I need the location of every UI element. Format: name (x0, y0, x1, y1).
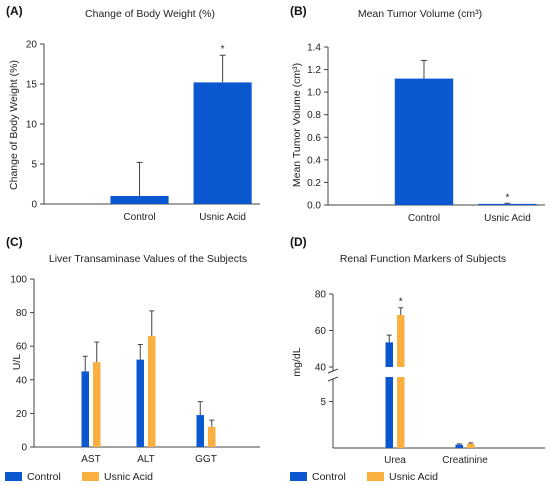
panel-c-xtick-label: GGT (195, 454, 217, 465)
panel-c-bar (93, 362, 101, 447)
panel-c-ytick-label: 0 (21, 443, 27, 454)
panel-c-error-bar (149, 310, 155, 337)
panel-d-xtick-label: Urea (384, 455, 406, 466)
panel-c-label: (C) (6, 235, 23, 249)
panel-d-error-bar (386, 334, 392, 343)
panel-b-label: (B) (290, 4, 307, 18)
panel-d-ytick-label: 5 (320, 397, 326, 408)
panel-c-ytick-label: 20 (16, 409, 28, 420)
panel-d-axis-break-mark (327, 368, 339, 382)
panel-b-error-bar (504, 202, 511, 204)
legend-swatch-usnic-acid (82, 472, 99, 481)
legend-label-control: Control (27, 471, 61, 483)
legend-label-usnic-acid: Usnic Acid (389, 471, 438, 483)
panel-c-error-bar (197, 401, 203, 416)
panel-d-ytick-label: 80 (315, 290, 327, 301)
legend-swatch-usnic-acid (367, 472, 384, 481)
panel-d-label: (D) (290, 235, 307, 249)
panel-c-legend: Control Usnic Acid (5, 471, 153, 483)
panel-c-error-bar (94, 341, 100, 363)
panel-a-ytick-label: 5 (31, 160, 37, 171)
panel-a-ytick-label: 15 (26, 80, 38, 91)
panel-a-bar (193, 82, 252, 204)
panel-d-significance-mark: * (399, 297, 403, 308)
panel-a-error-bar (219, 54, 226, 83)
panel-b-ytick-label: 0.6 (307, 133, 321, 144)
panel-d-ytick-label: 60 (315, 326, 327, 337)
panel-a-bar (110, 196, 169, 204)
panel-c-ytick-label: 60 (16, 342, 28, 353)
panel-d: (D) Renal Function Markers of Subjects m… (290, 235, 545, 483)
panel-c-xtick-label: AST (81, 454, 100, 465)
legend-swatch-control (290, 472, 307, 481)
panel-b-ytick-label: 0.0 (307, 201, 321, 212)
panel-c-error-bar (137, 344, 143, 360)
panel-d-bar (385, 342, 393, 367)
panel-d-legend: Control Usnic Acid (290, 471, 438, 483)
panel-b-xtick-label: Control (408, 213, 440, 224)
panel-c: (C) Liver Transaminase Values of the Sub… (5, 235, 260, 483)
legend-swatch-control (5, 472, 22, 481)
panel-c-ylabel: U/L (11, 354, 23, 371)
panel-b-ytick-label: 1.0 (307, 88, 321, 99)
panel-c-bar (136, 359, 144, 447)
panel-b-ytick-label: 0.4 (307, 155, 321, 166)
panel-c-bar (148, 336, 156, 447)
panel-d-error-bar (456, 443, 462, 445)
panel-c-bar (208, 426, 216, 447)
panel-b-bar (478, 203, 537, 205)
panel-b-error-bar (420, 60, 427, 79)
panel-d-ylabel: mg/dL (291, 347, 303, 376)
panel-b-xtick-label: Usnic Acid (484, 213, 531, 224)
panel-c-bar (81, 371, 89, 447)
panel-d-bar-lower (385, 377, 393, 448)
panel-d-bar (467, 443, 475, 448)
legend-label-control: Control (312, 471, 346, 483)
panel-b-ytick-label: 0.2 (307, 178, 321, 189)
panel-b-bar (394, 78, 454, 205)
legend-label-usnic-acid: Usnic Acid (104, 471, 153, 483)
panel-a-xtick-label: Usnic Acid (199, 212, 246, 223)
panel-a-ytick-label: 10 (26, 120, 38, 131)
panel-b-ytick-label: 0.8 (307, 110, 321, 121)
panel-a-error-bar (136, 161, 143, 196)
panel-a-ytick-label: 0 (31, 200, 37, 211)
panel-c-ytick-label: 40 (16, 375, 28, 386)
panel-a-ylabel: Change of Body Weight (%) (8, 60, 20, 190)
panel-c-xtick-label: ALT (137, 454, 155, 465)
panel-d-title: Renal Function Markers of Subjects (340, 253, 506, 265)
panel-c-title: Liver Transaminase Values of the Subject… (49, 253, 247, 265)
panel-c-error-bar (209, 419, 215, 427)
panel-a-significance-mark: * (221, 44, 225, 55)
panel-d-bar (397, 314, 405, 367)
panel-b-ytick-label: 1.4 (307, 43, 321, 54)
panel-d-error-bar (468, 442, 474, 444)
panel-c-ytick-label: 100 (10, 275, 27, 286)
panel-b-significance-mark: * (505, 192, 509, 203)
panel-d-error-bar (398, 307, 404, 315)
panel-a: (A) Change of Body Weight (%) Change of … (6, 4, 260, 223)
panel-d-bar (455, 444, 463, 448)
panel-b-ytick-label: 1.2 (307, 65, 321, 76)
panel-d-bar-lower (397, 377, 405, 448)
panel-c-bar (196, 415, 204, 447)
panel-c-error-bar (82, 355, 88, 372)
panel-b-title: Mean Tumor Volume (cm³) (358, 8, 482, 20)
panel-b-ylabel: Mean Tumor Volume (cm³) (291, 63, 303, 187)
panel-d-ytick-label: 40 (315, 363, 327, 374)
panel-a-label: (A) (6, 4, 23, 18)
panel-a-xtick-label: Control (123, 212, 155, 223)
panel-b: (B) Mean Tumor Volume (cm³) Mean Tumor V… (290, 4, 545, 224)
panel-a-ytick-label: 20 (26, 40, 38, 51)
panel-c-ytick-label: 80 (16, 308, 28, 319)
panel-d-xtick-label: Creatinine (442, 455, 488, 466)
panel-a-title: Change of Body Weight (%) (85, 8, 215, 20)
